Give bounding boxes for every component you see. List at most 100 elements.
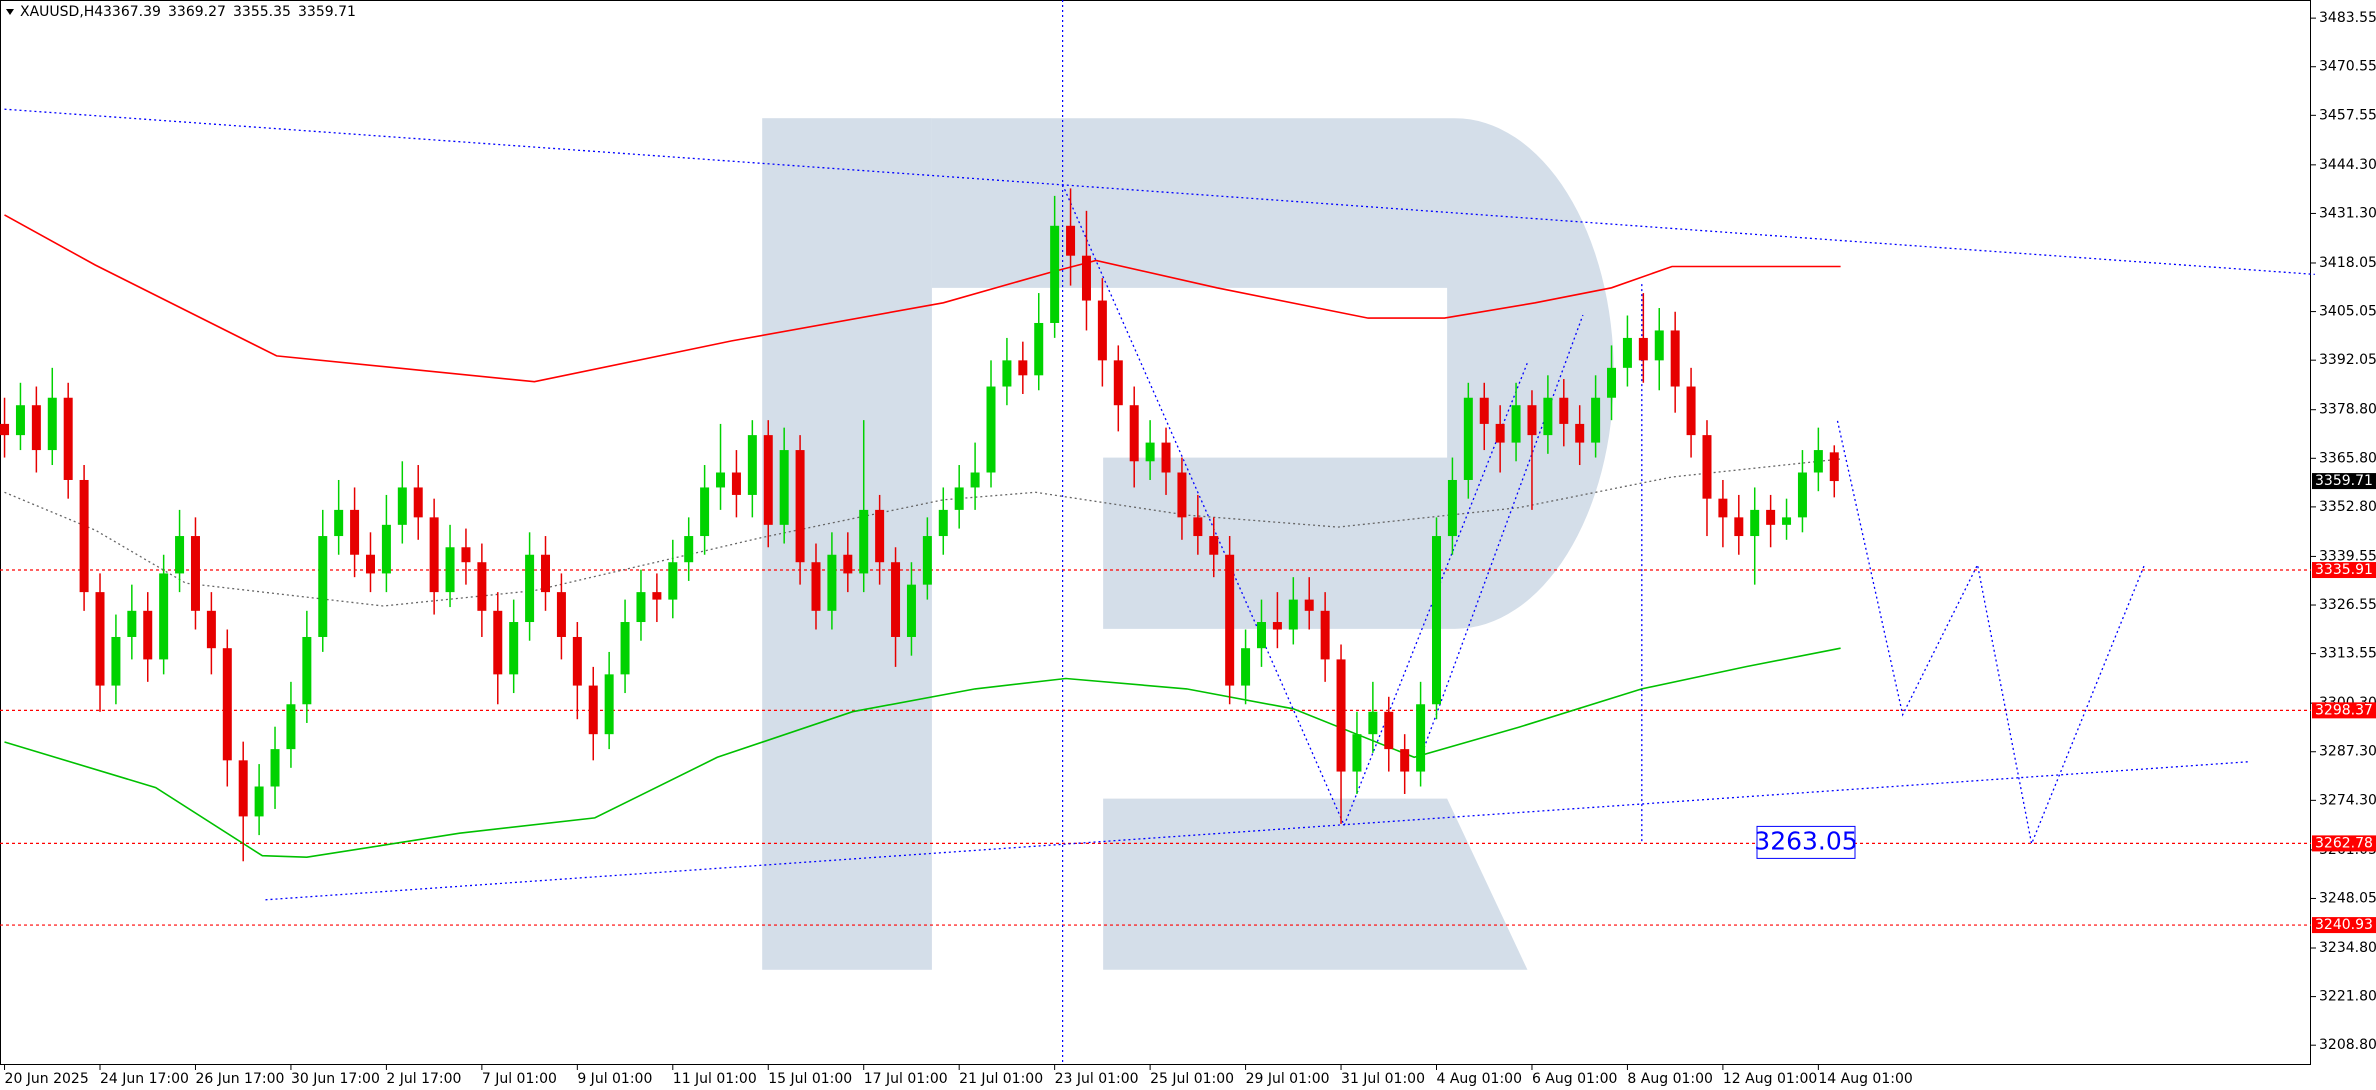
x-tick-label: 14 Aug 01:00 <box>1818 1071 1912 1087</box>
candle-body <box>0 423 10 436</box>
candle-body <box>365 554 375 574</box>
overlay-line <box>4 647 1841 859</box>
x-tick-label: 11 Jul 01:00 <box>673 1071 757 1087</box>
x-tick-label: 9 Jul 01:00 <box>577 1071 652 1087</box>
overlay-line <box>1419 314 1584 758</box>
candle-body <box>1113 360 1123 406</box>
candle-body <box>493 610 503 675</box>
candle-body <box>143 610 153 660</box>
y-tick-label: 3274.30 <box>2319 792 2376 808</box>
level-tag <box>2312 917 2376 934</box>
candle-body <box>604 674 614 735</box>
candle-body <box>429 517 439 593</box>
candle-body <box>1272 622 1282 630</box>
candle-body <box>1797 472 1807 518</box>
candle-body <box>175 536 185 574</box>
candle-body <box>1304 599 1314 611</box>
price-tag-label: 3359.71 <box>2315 473 2373 489</box>
candle-body <box>1241 648 1251 686</box>
candle-body <box>620 622 630 675</box>
candle-body <box>1670 330 1680 387</box>
candle-body <box>891 562 901 637</box>
y-tick-label: 3418.05 <box>2319 255 2376 271</box>
candle-body <box>1479 397 1489 424</box>
candle-body <box>1686 386 1696 436</box>
candle-body <box>318 536 328 637</box>
candle-body <box>668 562 678 600</box>
x-tick-label: 6 Aug 01:00 <box>1532 1071 1618 1087</box>
level-tag-label: 3240.93 <box>2315 917 2373 933</box>
annotation-box <box>1756 825 1856 859</box>
y-tick-label: 3326.55 <box>2319 597 2376 613</box>
candle-body <box>1002 360 1012 387</box>
candle-body <box>47 397 57 451</box>
x-tick-label: 17 Jul 01:00 <box>864 1071 948 1087</box>
candle-body <box>1718 498 1728 518</box>
candle-body <box>843 554 853 574</box>
candle-body <box>1161 442 1171 473</box>
x-tick-label: 2 Jul 17:00 <box>386 1071 461 1087</box>
ohlc-low: 3355.35 <box>233 4 291 20</box>
candle-body <box>1209 536 1219 555</box>
candle-body <box>1384 711 1394 750</box>
y-tick-label: 3483.55 <box>2319 10 2376 26</box>
candle-body <box>222 648 232 761</box>
menu-triangle[interactable] <box>6 9 14 15</box>
y-tick-label: 3248.05 <box>2319 890 2376 906</box>
logo-leg <box>1103 798 1528 970</box>
candle-body <box>31 405 41 451</box>
x-tick-label: 8 Aug 01:00 <box>1627 1071 1713 1087</box>
symbol-title: XAUUSD,H4 <box>20 4 103 20</box>
candle-body <box>906 584 916 637</box>
ohlc-open: 3367.39 <box>103 4 161 20</box>
plot-area <box>0 0 2315 1065</box>
x-tick-label: 31 Jul 01:00 <box>1341 1071 1425 1087</box>
candle-body <box>127 610 137 637</box>
candle-body <box>652 592 662 600</box>
candle-body <box>509 622 519 675</box>
x-tick-label: 7 Jul 01:00 <box>482 1071 557 1087</box>
y-tick-label: 3313.55 <box>2319 646 2376 662</box>
y-tick-label: 3208.80 <box>2319 1037 2376 1053</box>
candle-body <box>779 450 789 525</box>
candle-body <box>954 487 964 510</box>
candle-body <box>525 554 535 623</box>
candle-body <box>302 636 312 705</box>
overlay-line <box>265 761 2248 901</box>
y-tick-label: 3470.55 <box>2319 59 2376 75</box>
candle-body <box>1034 322 1044 376</box>
candle-body <box>190 536 200 611</box>
candle-body <box>1638 337 1648 361</box>
candle-body <box>556 592 566 637</box>
level-tag-label: 3298.37 <box>2315 702 2373 718</box>
y-tick-label: 3457.55 <box>2319 107 2376 123</box>
candle-body <box>286 704 296 750</box>
y-tick-label: 3378.80 <box>2319 402 2376 418</box>
candle-body <box>1368 711 1378 735</box>
candle-body <box>1622 337 1632 368</box>
candle-body <box>381 524 391 574</box>
candle-body <box>1829 452 1839 482</box>
candle-body <box>795 450 805 563</box>
x-tick-label: 24 Jun 17:00 <box>100 1071 189 1087</box>
candle-body <box>875 509 885 563</box>
candle-body <box>413 487 423 518</box>
candle-body <box>270 749 280 787</box>
candle-body <box>684 536 694 563</box>
candle-body <box>747 435 757 495</box>
y-tick-label: 3234.80 <box>2319 940 2376 956</box>
y-tick-label: 3221.80 <box>2319 989 2376 1005</box>
level-tag-label: 3262.78 <box>2315 835 2373 851</box>
candle-body <box>1145 442 1155 462</box>
x-tick-label: 29 Jul 01:00 <box>1246 1071 1330 1087</box>
y-tick-label: 3365.80 <box>2319 450 2376 466</box>
candle-body <box>1018 360 1028 376</box>
y-tick-label: 3405.05 <box>2319 304 2376 320</box>
candle-body <box>1320 610 1330 660</box>
candle-body <box>763 435 773 525</box>
candle-body <box>1591 397 1601 443</box>
candle-body <box>445 547 455 593</box>
candle-body <box>477 562 487 611</box>
